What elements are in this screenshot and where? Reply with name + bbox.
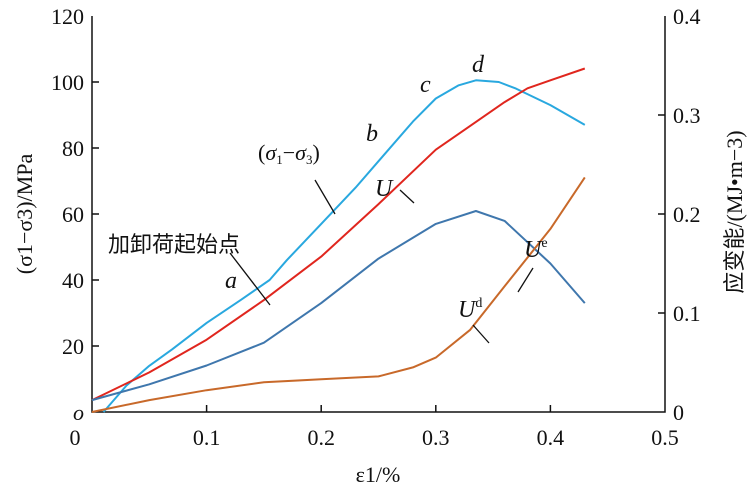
y-axis-label-left: (σ1−σ3)/MPa	[12, 154, 37, 275]
x-tick-label: 0.2	[307, 425, 335, 450]
x-tick-label: 0.4	[537, 425, 565, 450]
series-line-Ue	[91, 210, 586, 402]
annotation-stress: (σ1−σ3)	[258, 140, 320, 167]
x-tick-label: 0.5	[651, 425, 679, 450]
leader-U	[399, 189, 415, 204]
annotation-c: c	[420, 72, 431, 98]
annotation-U: U	[375, 176, 394, 202]
x-tick-label: 0	[70, 425, 81, 450]
y-tick-label-left: o	[73, 400, 84, 425]
axis-frame	[91, 16, 666, 413]
y-tick-label-right: 0	[673, 400, 684, 425]
series-line-stress	[102, 79, 586, 413]
series-line-Ud	[91, 176, 586, 413]
y-tick-label-left: 40	[62, 268, 84, 293]
series-line-U	[91, 67, 586, 402]
annotation-b: b	[366, 121, 378, 147]
y-tick-label-left: 20	[62, 334, 84, 359]
y-tick-label-left: 60	[62, 202, 84, 227]
y-tick-label-right: 0.3	[673, 103, 701, 128]
annotation-d: d	[472, 52, 485, 78]
leader-stress	[314, 179, 336, 215]
leader-Ud	[472, 324, 490, 344]
x-tick-label: 0.3	[422, 425, 450, 450]
annotation-load-start: 加卸荷起始点	[108, 232, 240, 257]
leader-load-start	[229, 252, 271, 306]
y-tick-label-right: 0.1	[673, 301, 701, 326]
annotation-Ue: Ue	[524, 236, 548, 263]
y-tick-label-right: 0.2	[673, 202, 701, 227]
annotation-a: a	[225, 268, 237, 294]
y-tick-label-left: 100	[51, 70, 84, 95]
leader-Ue	[517, 267, 534, 293]
y-tick-label-right: 0.4	[673, 4, 701, 29]
y-tick-label-left: 80	[62, 136, 84, 161]
x-tick-label: 0.1	[193, 425, 221, 450]
x-axis-label: ε1/%	[356, 462, 401, 487]
y-tick-label-left: 120	[51, 4, 84, 29]
y-axis-label-right: 应变能/(MJ•m−3)	[722, 130, 747, 293]
